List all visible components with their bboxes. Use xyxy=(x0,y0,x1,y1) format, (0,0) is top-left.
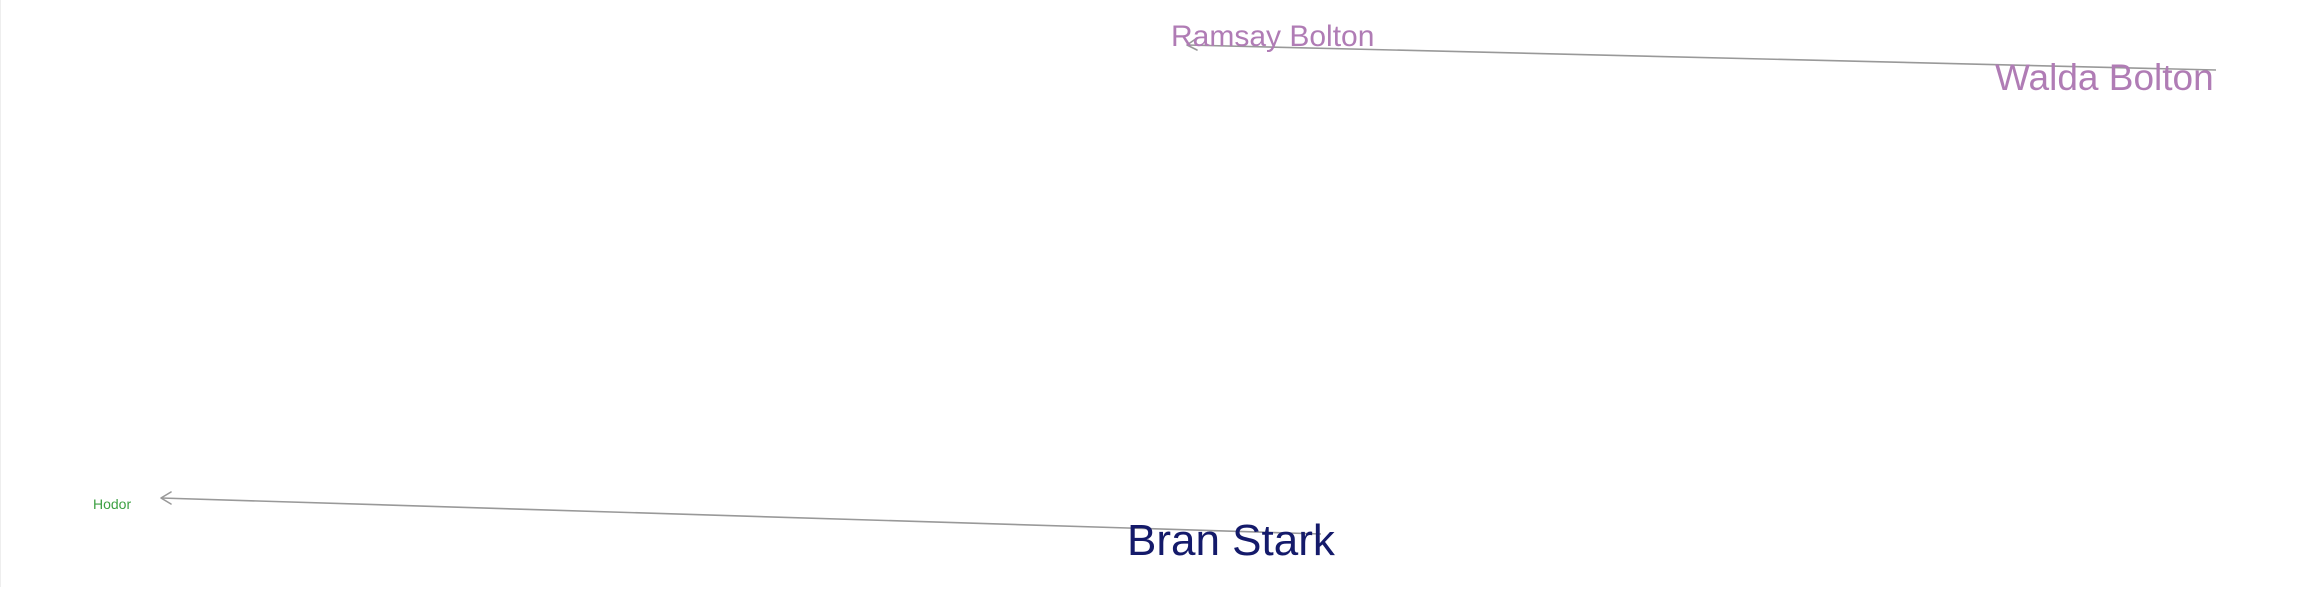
edge-bran-to-hodor-arrowhead xyxy=(160,491,172,505)
node-hodor[interactable]: Hodor xyxy=(93,496,131,512)
edge-walda-to-ramsay-arrowhead xyxy=(1186,37,1198,51)
node-bran-stark[interactable]: Bran Stark xyxy=(1127,516,1336,565)
node-ramsay-bolton[interactable]: Ramsay Bolton xyxy=(1171,20,1374,53)
nodes-layer: Ramsay Bolton Walda Bolton Hodor Bran St… xyxy=(93,20,2214,565)
node-walda-bolton[interactable]: Walda Bolton xyxy=(1995,57,2214,98)
edge-walda-to-ramsay xyxy=(1186,44,2217,71)
edge-bran-to-hodor xyxy=(160,497,1322,535)
edges-layer xyxy=(160,37,2217,535)
